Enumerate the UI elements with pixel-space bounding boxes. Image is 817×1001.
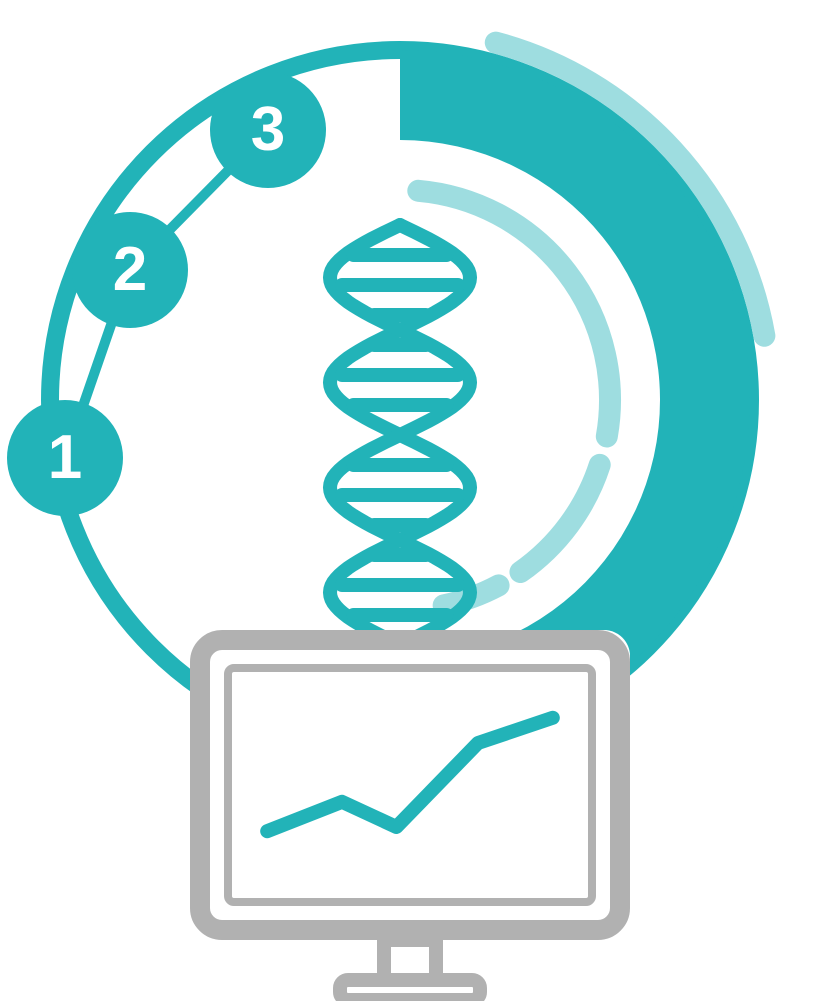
monitor-screen <box>228 668 592 902</box>
monitor-icon <box>190 630 630 1000</box>
step-label-2: 2 <box>113 239 147 301</box>
step-label-1: 1 <box>48 427 82 489</box>
step-label-3: 3 <box>251 99 285 161</box>
monitor-base <box>340 980 480 1000</box>
dna-icon <box>330 225 470 645</box>
ring-inner-arc-2 <box>520 465 599 572</box>
infographic-stage: 1 2 3 <box>0 0 817 1001</box>
infographic-svg <box>0 0 817 1001</box>
